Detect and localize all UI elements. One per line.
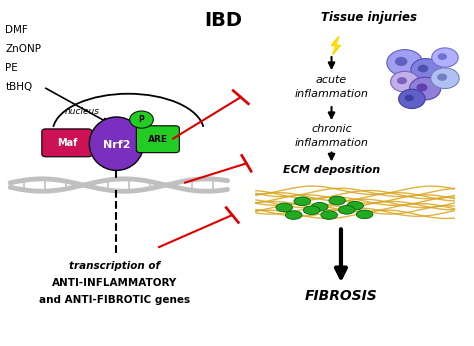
Circle shape bbox=[432, 48, 458, 67]
Text: ZnONP: ZnONP bbox=[5, 44, 41, 54]
Text: tBHQ: tBHQ bbox=[5, 82, 33, 92]
Text: Nrf2: Nrf2 bbox=[103, 140, 130, 150]
Circle shape bbox=[410, 77, 441, 100]
Text: ARE: ARE bbox=[148, 135, 168, 144]
FancyBboxPatch shape bbox=[137, 126, 179, 153]
Polygon shape bbox=[331, 37, 340, 54]
Text: transcription of: transcription of bbox=[69, 261, 160, 271]
Ellipse shape bbox=[303, 206, 320, 215]
Text: ECM deposition: ECM deposition bbox=[283, 165, 380, 175]
Ellipse shape bbox=[356, 210, 373, 219]
Circle shape bbox=[399, 89, 425, 109]
Text: chronic: chronic bbox=[311, 124, 352, 134]
Circle shape bbox=[397, 77, 407, 84]
Circle shape bbox=[395, 57, 408, 66]
Text: FIBROSIS: FIBROSIS bbox=[305, 290, 377, 303]
Text: Maf: Maf bbox=[57, 138, 77, 148]
Text: inflammation: inflammation bbox=[294, 138, 368, 148]
Text: P: P bbox=[139, 115, 145, 124]
Circle shape bbox=[411, 58, 441, 81]
Text: ANTI-INFLAMMATORY: ANTI-INFLAMMATORY bbox=[52, 278, 177, 288]
Text: and ANTI-FIBROTIC genes: and ANTI-FIBROTIC genes bbox=[38, 295, 190, 305]
Circle shape bbox=[437, 74, 447, 81]
Circle shape bbox=[438, 53, 447, 60]
Ellipse shape bbox=[294, 197, 310, 206]
Ellipse shape bbox=[311, 202, 328, 211]
Ellipse shape bbox=[321, 211, 337, 219]
Text: nucleus: nucleus bbox=[64, 107, 100, 116]
Ellipse shape bbox=[338, 206, 355, 214]
Circle shape bbox=[405, 94, 414, 101]
Text: IBD: IBD bbox=[204, 11, 242, 30]
Circle shape bbox=[130, 111, 154, 128]
Circle shape bbox=[431, 68, 459, 89]
Ellipse shape bbox=[347, 201, 364, 210]
Ellipse shape bbox=[329, 196, 346, 205]
Ellipse shape bbox=[285, 211, 302, 219]
Text: PE: PE bbox=[5, 63, 18, 73]
Ellipse shape bbox=[276, 203, 292, 212]
Circle shape bbox=[391, 71, 419, 92]
Text: DMF: DMF bbox=[5, 25, 28, 35]
Circle shape bbox=[387, 49, 423, 76]
Circle shape bbox=[418, 65, 428, 72]
Text: Tissue injuries: Tissue injuries bbox=[321, 11, 417, 24]
Text: inflammation: inflammation bbox=[294, 89, 368, 99]
Circle shape bbox=[417, 83, 428, 91]
Text: acute: acute bbox=[316, 75, 347, 85]
Ellipse shape bbox=[89, 117, 144, 171]
FancyBboxPatch shape bbox=[42, 129, 92, 157]
